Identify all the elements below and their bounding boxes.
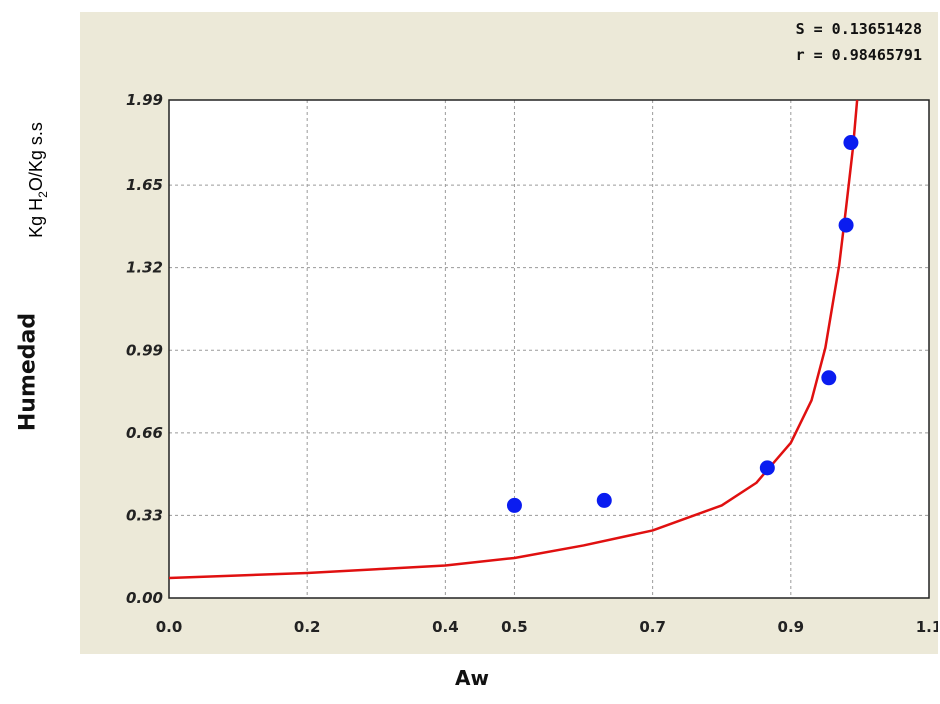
plot-frame (168, 99, 930, 599)
x-tick-label: 0.7 (639, 618, 666, 636)
data-point (843, 135, 859, 151)
y-tick-label: 1.32 (126, 259, 163, 277)
stat-s: S = 0.13651428 (795, 20, 922, 38)
x-tick-label: 0.9 (778, 618, 805, 636)
y-tick-label: 0.00 (126, 589, 163, 607)
unit-subscript: 2 (35, 191, 50, 198)
scatter-plot: 0.0 0.2 0.4 0.5 0.7 0.9 1.1 0.00 0.33 0.66 0.99 1.3… (126, 91, 938, 636)
y-tick-label: 0.99 (126, 341, 163, 359)
y-tick-label: 1.99 (126, 91, 163, 109)
x-axis-title: Aw (455, 666, 489, 690)
y-tick-label: 1.65 (126, 176, 163, 194)
y-unit-label: Kg H2O/Kg s.s (26, 122, 50, 238)
data-point (596, 492, 612, 508)
data-point (506, 497, 522, 513)
plot-area (169, 100, 929, 598)
y-tick-label: 0.66 (126, 424, 163, 442)
y-axis-title: Humedad (15, 312, 41, 432)
x-tick-label: 0.5 (501, 618, 528, 636)
x-tick-label: 0.4 (432, 618, 459, 636)
chart-panel: 0.0 0.2 0.4 0.5 0.7 0.9 1.1 0.00 0.33 0.66 0.99 1.3… (80, 12, 938, 654)
fit-curve-line (169, 99, 859, 580)
data-point (838, 217, 854, 233)
data-point (759, 460, 775, 476)
unit-prefix: Kg H (26, 197, 47, 238)
x-tick-label: 0.0 (156, 618, 183, 636)
stat-r: r = 0.98465791 (795, 46, 922, 64)
unit-suffix: O/Kg s.s (26, 122, 47, 192)
x-tick-label: 0.2 (294, 618, 321, 636)
x-tick-label: 1.1 (916, 618, 938, 636)
y-tick-label: 0.33 (126, 506, 163, 524)
data-point (821, 370, 837, 386)
